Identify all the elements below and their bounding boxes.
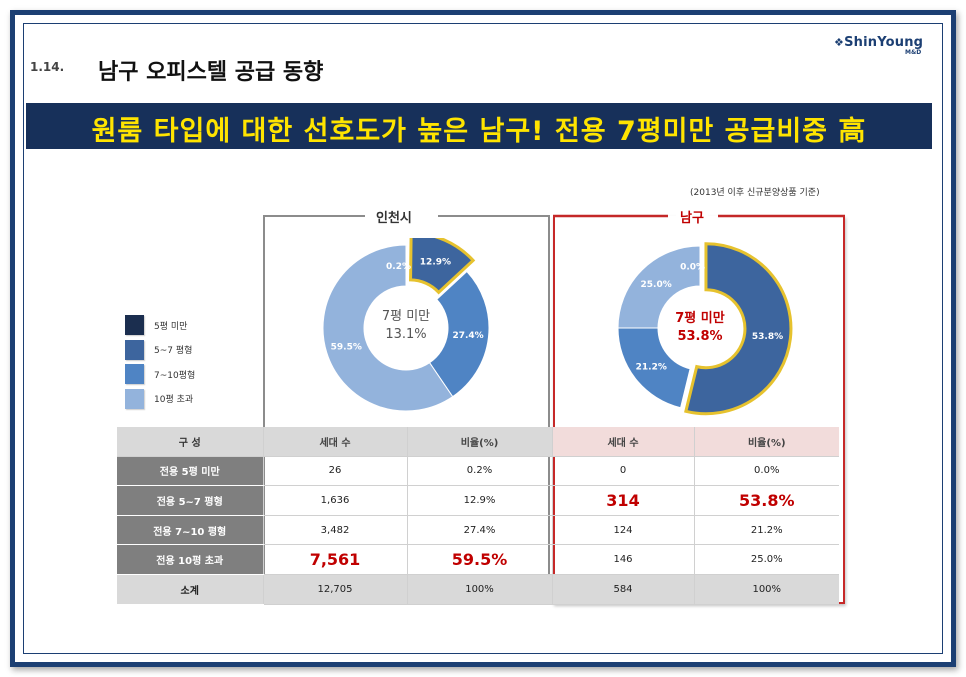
- legend-item: 5평 미만: [125, 313, 195, 338]
- slice-label: 27.4%: [452, 331, 483, 341]
- legend-label: 10평 초과: [154, 395, 194, 406]
- supply-table: 구 성 세대 수 비율(%) 세대 수 비율(%) 전용 5평 미만 26 0.…: [117, 427, 839, 605]
- namgu-title: 남구: [676, 207, 708, 226]
- table-cell: 146: [551, 544, 694, 575]
- table-cell: 584: [551, 574, 694, 605]
- table-cell: 100%: [693, 574, 839, 605]
- table-row: 전용 10평 초과 7,561 59.5% 146 25.0%: [117, 544, 839, 575]
- incheon-title: 인천시: [372, 207, 416, 226]
- center-label: 7평 미만: [675, 310, 724, 326]
- slice-label: 21.2%: [636, 362, 667, 372]
- donut-slice: [409, 238, 476, 295]
- table-cell: 0.0%: [693, 456, 839, 487]
- table-header-row: 구 성 세대 수 비율(%) 세대 수 비율(%): [117, 427, 839, 457]
- legend-label: 7~10평형: [154, 370, 196, 381]
- incheon-donut-chart: 0.2% 12.9% 27.4% 59.5% 7평 미만 13.1%: [322, 238, 490, 412]
- table-cell: 0.2%: [406, 456, 552, 487]
- table-cell: 21.2%: [693, 515, 839, 546]
- center-value: 53.8%: [677, 329, 722, 344]
- legend-swatch: [125, 364, 144, 385]
- logo-mark-icon: ❖: [834, 36, 845, 49]
- logo-subtext: M&D: [905, 49, 922, 56]
- legend-swatch: [125, 315, 144, 336]
- center-value: 13.1%: [385, 327, 426, 342]
- donut-slice: [428, 270, 490, 398]
- table-cell: 27.4%: [406, 515, 552, 546]
- table-cell: 7,561: [262, 544, 407, 575]
- donut-slices: 0.0% 53.8% 21.2% 25.0%: [617, 242, 793, 416]
- table-cell: 12.9%: [406, 485, 552, 516]
- slice-label: 25.0%: [641, 280, 672, 290]
- legend-label: 5~7 평형: [154, 346, 193, 357]
- table-header-cell: 구 성: [117, 427, 263, 457]
- table-row: 전용 5~7 평형 1,636 12.9% 314 53.8%: [117, 485, 839, 516]
- table-cell: 53.8%: [693, 485, 839, 516]
- legend-swatch: [125, 339, 144, 360]
- table-cell: 25.0%: [693, 544, 839, 575]
- table-cell: 100%: [406, 574, 552, 605]
- row-label: 소계: [117, 574, 263, 605]
- legend-item: 5~7 평형: [125, 338, 195, 363]
- donut-slices: 0.2% 12.9% 27.4% 59.5%: [322, 238, 490, 412]
- table-cell: 26: [262, 456, 407, 487]
- headline-text: 원룸 타입에 대한 선호도가 높은 남구! 전용 7평미만 공급비중 高: [91, 116, 867, 147]
- donut-slice: [617, 245, 701, 329]
- table-header-cell: 세대 수: [262, 427, 407, 457]
- logo-text: ShinYoung: [844, 35, 924, 50]
- legend-swatch: [125, 388, 144, 409]
- legend-label: 5평 미만: [154, 321, 188, 332]
- legend-item: 10평 초과: [125, 387, 195, 412]
- table-row: 전용 7~10 평형 3,482 27.4% 124 21.2%: [117, 515, 839, 546]
- row-label: 전용 7~10 평형: [117, 515, 263, 546]
- headline-banner: 원룸 타입에 대한 선호도가 높은 남구! 전용 7평미만 공급비중 高: [26, 103, 932, 149]
- center-label: 7평 미만: [382, 309, 430, 324]
- table-header-cell: 비율(%): [693, 427, 839, 457]
- basis-note: (2013년 이후 신규분양상품 기준): [690, 188, 820, 198]
- slice-label: 53.8%: [752, 332, 783, 342]
- donut-slice: [322, 244, 454, 412]
- chart-legend: 5평 미만 5~7 평형 7~10평형 10평 초과: [125, 313, 195, 411]
- table-cell: 3,482: [262, 515, 407, 546]
- table-cell: 0: [551, 456, 694, 487]
- table-cell: 59.5%: [406, 544, 552, 575]
- table-row: 전용 5평 미만 26 0.2% 0 0.0%: [117, 456, 839, 487]
- slice-label: 12.9%: [420, 258, 451, 268]
- donut-slice: [684, 242, 793, 416]
- slice-label: 59.5%: [331, 342, 362, 352]
- row-label: 전용 10평 초과: [117, 544, 263, 575]
- slice-label: 0.2%: [386, 262, 411, 272]
- namgu-donut-chart: 0.0% 53.8% 21.2% 25.0% 7평 미만 53.8%: [617, 242, 793, 416]
- row-label: 전용 5평 미만: [117, 456, 263, 487]
- slice-label: 0.0%: [680, 262, 705, 272]
- section-number: 1.14.: [30, 60, 65, 74]
- row-label: 전용 5~7 평형: [117, 485, 263, 516]
- table-cell: 1,636: [262, 485, 407, 516]
- table-header-cell: 세대 수: [551, 427, 694, 457]
- table-header-cell: 비율(%): [406, 427, 552, 457]
- company-logo: ❖ShinYoung: [834, 35, 923, 50]
- legend-item: 7~10평형: [125, 362, 195, 387]
- table-cell: 124: [551, 515, 694, 546]
- table-cell: 12,705: [262, 574, 407, 605]
- page-title: 남구 오피스텔 공급 동향: [98, 60, 324, 85]
- table-total-row: 소계 12,705 100% 584 100%: [117, 574, 839, 605]
- table-cell: 314: [551, 485, 694, 516]
